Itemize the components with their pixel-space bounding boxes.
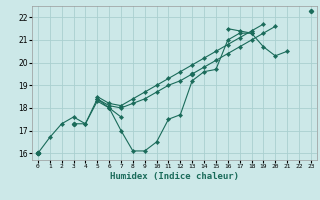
X-axis label: Humidex (Indice chaleur): Humidex (Indice chaleur) (110, 172, 239, 181)
